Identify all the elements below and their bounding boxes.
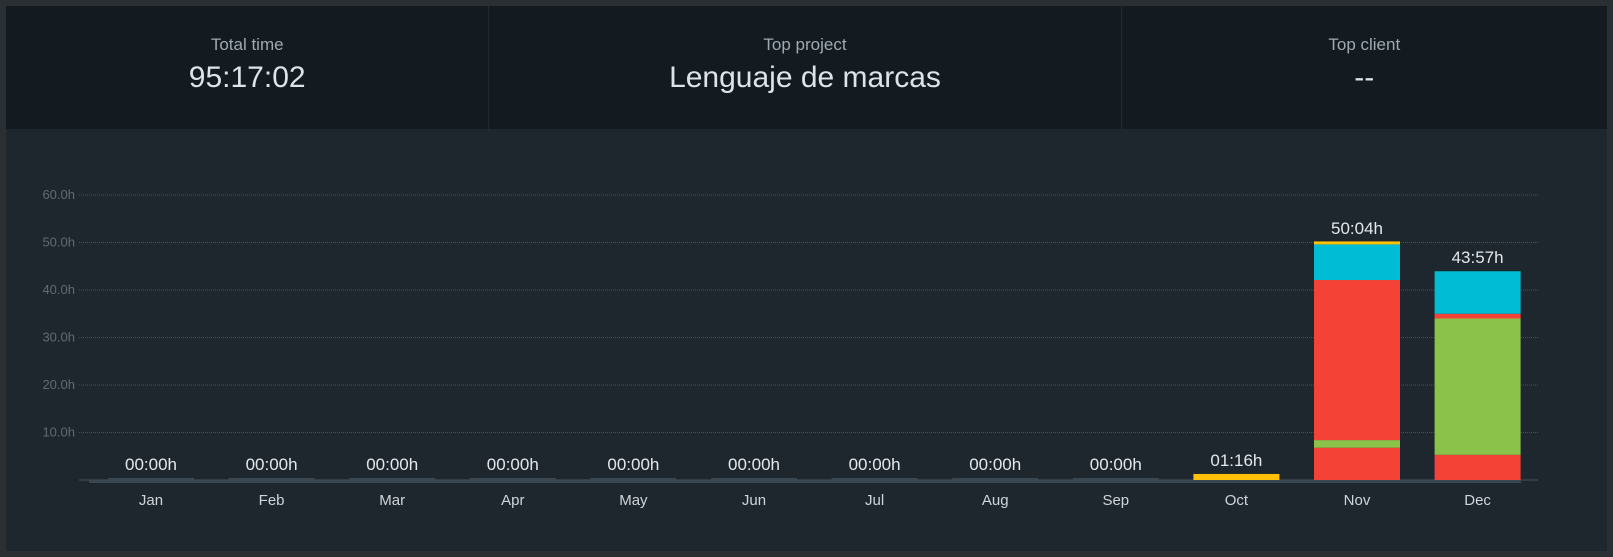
total-time-stat: Total time 95:17:02 xyxy=(6,6,490,129)
x-tick-label: Apr xyxy=(501,492,524,509)
bar-segment-nov-0 xyxy=(1314,447,1400,480)
x-tick-label: Dec xyxy=(1464,492,1491,509)
monthly-chart: 10.0h 20.0h 30.0h 40.0h 50.0h 60.0h 00:00h Jan 0… xyxy=(6,129,1607,551)
bar-total-label: 00:00h xyxy=(125,455,177,474)
bar-segment-dec-1 xyxy=(1434,318,1521,455)
bar-segment-nov-2 xyxy=(1314,280,1400,441)
bar-total-label: 00:00h xyxy=(1090,455,1142,474)
total-time-value: 95:17:02 xyxy=(188,61,306,94)
y-tick-label: 50.0h xyxy=(42,235,75,250)
y-tick-label: 20.0h xyxy=(42,377,75,392)
bar-segment-dec-0 xyxy=(1434,454,1521,480)
x-tick-label: Feb xyxy=(259,492,285,509)
summary-bar: Total time 95:17:02 Top project Lenguaje… xyxy=(6,6,1607,129)
bar-total-label: 43:57h xyxy=(1452,248,1504,267)
bar-empty-may xyxy=(590,478,677,482)
bar-segment-nov-4 xyxy=(1314,241,1400,245)
x-axis-track xyxy=(89,480,1521,483)
x-tick-label: Jan xyxy=(139,492,163,509)
x-tick-label: Nov xyxy=(1344,492,1371,509)
bar-empty-apr xyxy=(469,478,556,482)
x-tick-label: Oct xyxy=(1225,492,1249,509)
y-tick-label: 10.0h xyxy=(42,425,75,440)
bar-segment-dec-3 xyxy=(1434,271,1521,314)
bar-segment-dec-2 xyxy=(1434,313,1521,319)
bar-segment-oct-0 xyxy=(1193,473,1280,480)
bar-empty-aug xyxy=(952,478,1039,482)
bar-total-label: 01:16h xyxy=(1210,451,1262,470)
y-tick-label: 40.0h xyxy=(42,282,75,297)
bar-empty-mar xyxy=(349,478,436,482)
x-tick-label: Jul xyxy=(865,492,884,509)
top-project-value: Lenguaje de marcas xyxy=(669,61,941,94)
x-tick-label: Sep xyxy=(1102,492,1129,509)
bar-total-label: 00:00h xyxy=(728,455,780,474)
x-tick-label: Mar xyxy=(379,492,405,509)
y-tick-label: 60.0h xyxy=(42,187,75,202)
top-client-stat: Top client -- xyxy=(1122,6,1607,129)
x-tick-label: Aug xyxy=(982,492,1009,509)
bar-total-label: 50:04h xyxy=(1331,219,1383,238)
top-project-stat: Top project Lenguaje de marcas xyxy=(489,6,1122,129)
bar-segment-nov-3 xyxy=(1314,244,1400,281)
total-time-label: Total time xyxy=(210,35,284,54)
bar-empty-feb xyxy=(228,478,315,482)
x-tick-label: May xyxy=(619,492,648,509)
bar-empty-jan xyxy=(108,478,194,482)
bar-empty-jul xyxy=(831,478,918,482)
top-client-label: Top client xyxy=(1328,35,1401,54)
bar-segment-nov-1 xyxy=(1314,440,1400,448)
bar-total-label: 00:00h xyxy=(487,455,539,474)
y-tick-label: 30.0h xyxy=(42,330,75,345)
bar-total-label: 00:00h xyxy=(366,455,418,474)
bar-total-label: 00:00h xyxy=(607,455,659,474)
bar-chart-svg: 10.0h 20.0h 30.0h 40.0h 50.0h 60.0h 00:00h Jan 0… xyxy=(42,187,1538,509)
report-panel: Total time 95:17:02 Top project Lenguaje… xyxy=(6,6,1607,551)
bar-total-label: 00:00h xyxy=(246,455,298,474)
x-tick-label: Jun xyxy=(742,492,766,509)
bar-empty-sep xyxy=(1072,478,1159,482)
bar-total-label: 00:00h xyxy=(969,455,1021,474)
bar-total-label: 00:00h xyxy=(849,455,901,474)
top-client-value: -- xyxy=(1354,61,1375,94)
bar-empty-jun xyxy=(711,478,797,482)
top-project-label: Top project xyxy=(763,35,847,54)
